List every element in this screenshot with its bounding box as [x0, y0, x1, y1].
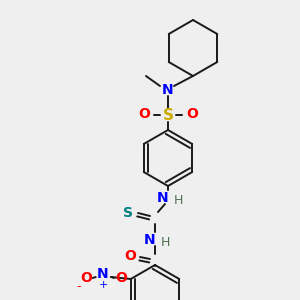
Text: N: N [157, 191, 169, 205]
Text: S: S [163, 107, 173, 122]
Text: O: O [124, 249, 136, 263]
Text: N: N [144, 233, 156, 247]
Text: +: + [99, 280, 108, 290]
Text: S: S [123, 206, 133, 220]
Text: O: O [115, 271, 127, 285]
Text: N: N [97, 267, 109, 281]
Text: H: H [173, 194, 183, 208]
Text: -: - [76, 280, 81, 293]
Text: O: O [186, 107, 198, 121]
Text: N: N [162, 83, 174, 97]
Text: O: O [138, 107, 150, 121]
Text: O: O [80, 271, 92, 285]
Text: H: H [160, 236, 170, 250]
